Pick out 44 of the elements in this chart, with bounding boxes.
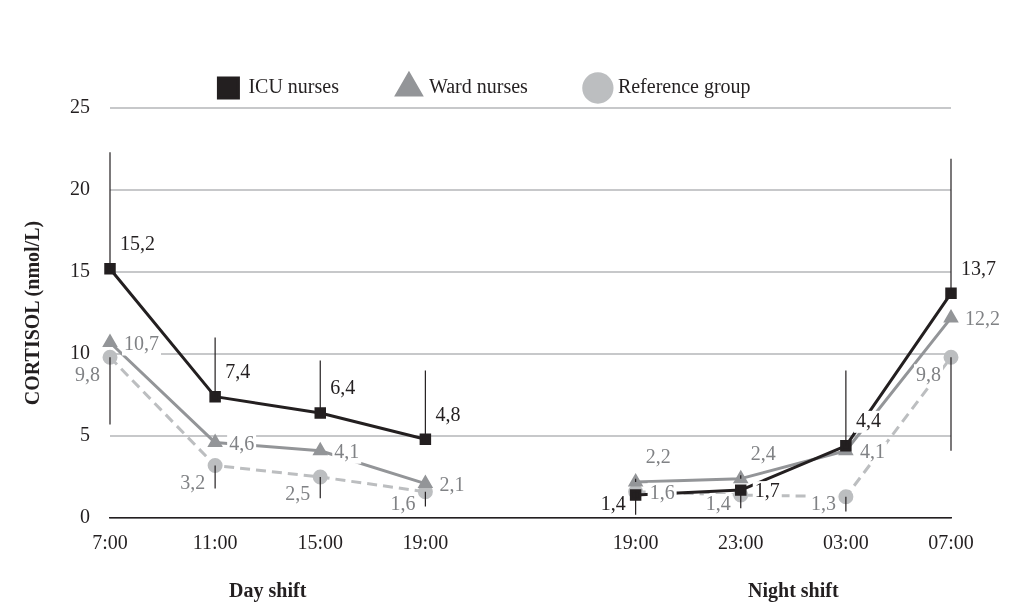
data-label: 9,8 (75, 362, 100, 385)
data-label: 3,2 (180, 470, 206, 493)
data-label: 9,8 (916, 362, 941, 385)
y-tick-label: 0 (80, 505, 90, 528)
x-tick-label: 7:00 (92, 531, 128, 554)
x-tick-label: 07:00 (928, 531, 974, 554)
data-label: 1,4 (705, 492, 731, 515)
x-tick-label: 15:00 (297, 531, 344, 554)
data-label: 4,4 (855, 409, 881, 432)
y-tick-label: 5 (80, 423, 90, 446)
data-label: 1,6 (390, 492, 416, 515)
data-label: 4,6 (229, 431, 255, 454)
data-label: 12,2 (965, 307, 1000, 330)
data-label: 1,6 (649, 481, 675, 504)
y-axis-title: CORTISOL (nmol/L) (21, 220, 45, 406)
x-tick-label: 19:00 (402, 531, 449, 554)
data-label: 15,2 (120, 231, 155, 254)
legend-label: Reference group (617, 75, 751, 99)
data-label: 4,8 (435, 402, 461, 425)
data-label: 4,1 (859, 440, 885, 463)
legend-label: Ward nurses (428, 75, 529, 98)
data-label: 2,5 (285, 482, 311, 505)
data-label: 7,4 (225, 359, 251, 382)
y-tick-label: 20 (70, 177, 90, 200)
x-tick-label: 11:00 (192, 531, 238, 554)
x-tick-label: 19:00 (612, 531, 659, 554)
x-tick-label: 03:00 (823, 531, 869, 554)
legend-label: ICU nurses (248, 75, 340, 98)
data-label: 2,4 (750, 441, 776, 464)
data-label: 2,2 (645, 445, 671, 468)
data-label: 1,4 (600, 492, 626, 515)
data-label: 1,3 (810, 492, 836, 515)
x-tick-label: 23:00 (717, 531, 764, 554)
y-tick-label: 10 (70, 341, 90, 364)
y-tick-label: 15 (70, 259, 90, 282)
data-label: 10,7 (124, 331, 159, 354)
data-label: 1,7 (754, 479, 780, 502)
data-label: 13,7 (961, 256, 996, 279)
text: Day shift (229, 579, 307, 603)
data-label: 6,4 (330, 376, 356, 399)
text: Night shift (748, 579, 839, 603)
data-label: 2,1 (439, 472, 465, 495)
data-label: 4,1 (334, 440, 360, 463)
y-tick-label: 25 (70, 95, 90, 118)
